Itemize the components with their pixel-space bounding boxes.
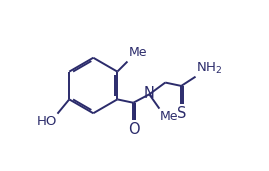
Text: Me: Me (160, 110, 179, 123)
Text: S: S (177, 106, 186, 121)
Text: O: O (128, 122, 139, 137)
Text: HO: HO (36, 115, 57, 128)
Text: Me: Me (128, 47, 147, 60)
Text: NH$_2$: NH$_2$ (196, 61, 223, 76)
Text: N: N (144, 86, 155, 101)
